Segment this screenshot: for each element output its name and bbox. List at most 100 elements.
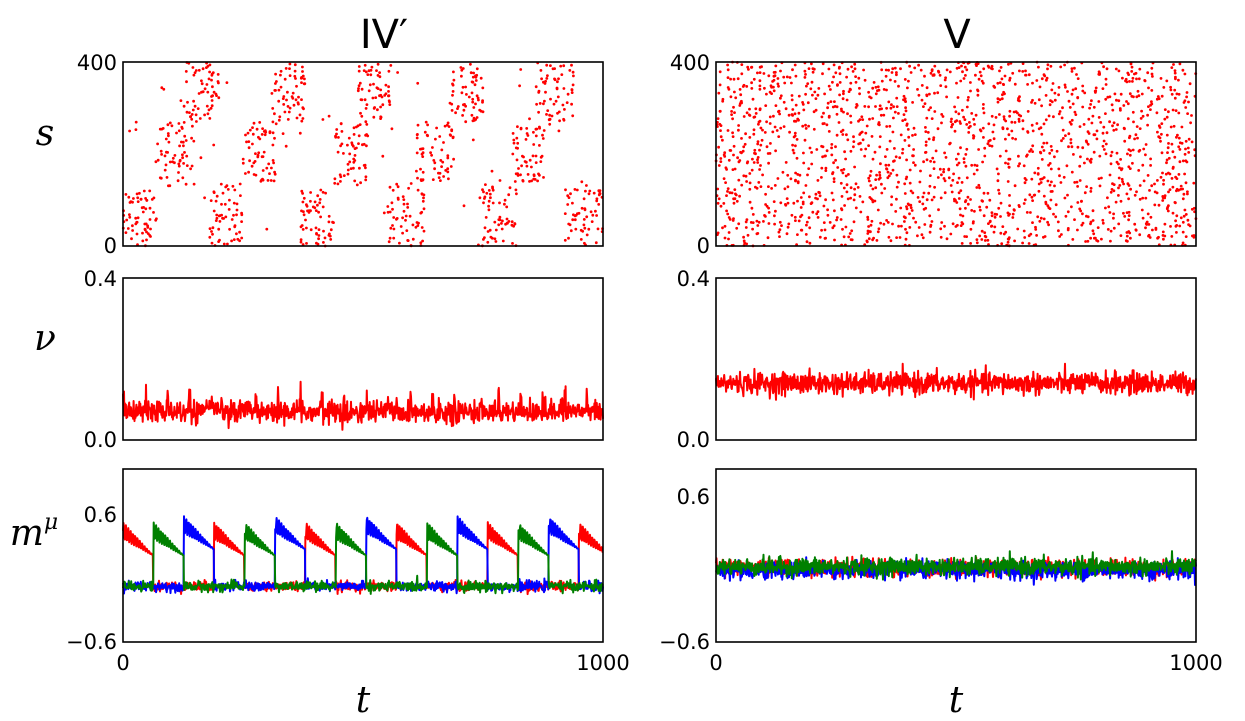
spike-point <box>733 167 737 171</box>
spike-point <box>1138 197 1142 201</box>
spike-point <box>1175 231 1178 234</box>
spike-point <box>806 101 810 105</box>
spike-point <box>166 123 170 127</box>
spike-point <box>1177 188 1180 192</box>
spike-point <box>537 172 540 176</box>
spike-point <box>474 79 478 82</box>
spike-point <box>193 104 197 108</box>
spike-point <box>1156 179 1159 182</box>
spike-point <box>1038 219 1042 223</box>
spike-point <box>781 170 785 174</box>
spike-point <box>569 192 572 196</box>
spike-point <box>732 144 736 148</box>
spike-point <box>1025 153 1029 157</box>
ytick-s-top-right: 400 <box>670 51 710 75</box>
spike-point <box>959 189 963 193</box>
spike-point <box>823 92 826 96</box>
spike-point <box>1057 229 1060 233</box>
spike-point <box>949 184 953 187</box>
spike-point <box>323 236 327 240</box>
spike-point <box>748 172 752 175</box>
spike-point <box>1149 164 1152 167</box>
spike-point <box>895 96 899 100</box>
spike-point <box>1003 74 1007 78</box>
spike-point <box>782 125 786 128</box>
spike-point <box>791 108 795 111</box>
spike-point <box>836 84 839 87</box>
spike-point <box>756 71 759 75</box>
spike-point <box>364 175 368 179</box>
spike-point <box>210 104 214 108</box>
spike-point <box>210 78 213 82</box>
spike-point <box>903 192 907 195</box>
spike-point <box>728 149 732 152</box>
spike-point <box>165 176 169 179</box>
spike-point <box>844 157 847 161</box>
spike-point <box>475 116 479 119</box>
spike-point <box>379 115 383 119</box>
spike-point <box>877 227 881 231</box>
spike-point <box>1157 203 1161 207</box>
spike-point <box>1108 211 1112 214</box>
spike-point <box>1107 205 1111 209</box>
spike-point <box>969 242 972 245</box>
spike-point <box>316 203 319 207</box>
spike-point <box>189 167 193 171</box>
spike-point <box>1061 137 1065 140</box>
spike-point <box>772 74 776 78</box>
spike-point <box>913 66 917 70</box>
ytick-s-bottom-left: 0 <box>104 234 117 258</box>
spike-point <box>1162 182 1165 186</box>
spike-point <box>201 90 205 94</box>
spike-point <box>844 174 848 178</box>
spike-point <box>525 164 529 168</box>
spike-point <box>360 114 364 118</box>
spike-point <box>965 105 969 109</box>
spike-point <box>1162 86 1166 89</box>
spike-point <box>799 228 803 232</box>
spike-point <box>1081 105 1085 109</box>
spike-point <box>1155 97 1159 101</box>
spike-point <box>362 69 366 72</box>
spike-point <box>181 153 184 157</box>
spike-point <box>830 143 834 146</box>
spike-point <box>579 238 583 241</box>
spike-point <box>835 216 839 219</box>
spike-point <box>895 197 898 201</box>
spike-point <box>1076 96 1080 99</box>
spike-point <box>182 162 186 165</box>
spike-point <box>271 159 275 162</box>
spike-point <box>878 107 882 111</box>
spike-point <box>518 84 521 88</box>
spike-point <box>983 234 987 238</box>
spike-point <box>1160 94 1164 98</box>
spike-point <box>557 77 560 81</box>
spike-point <box>764 215 767 218</box>
spike-point <box>522 155 525 159</box>
spike-point <box>859 148 863 151</box>
spike-point <box>798 173 802 177</box>
spike-point <box>398 241 401 245</box>
spike-point <box>1079 155 1082 159</box>
spike-point <box>277 88 281 92</box>
spike-point <box>211 226 215 230</box>
spike-point <box>784 161 788 164</box>
spike-point <box>378 71 381 74</box>
spike-point <box>1127 218 1130 222</box>
spike-point <box>1102 125 1106 129</box>
spike-point <box>228 198 231 202</box>
spike-point <box>450 129 454 133</box>
spike-point <box>262 150 266 154</box>
spike-point <box>892 105 895 109</box>
spike-point <box>386 210 390 214</box>
spike-point <box>804 184 808 187</box>
spike-point <box>386 205 390 208</box>
spike-point <box>1046 63 1050 67</box>
spike-point <box>1185 160 1189 164</box>
spike-point <box>783 81 787 85</box>
spike-point <box>177 164 181 168</box>
spike-point <box>937 208 940 212</box>
spike-point <box>833 209 836 213</box>
spike-point <box>857 142 861 146</box>
spike-point <box>481 188 484 192</box>
